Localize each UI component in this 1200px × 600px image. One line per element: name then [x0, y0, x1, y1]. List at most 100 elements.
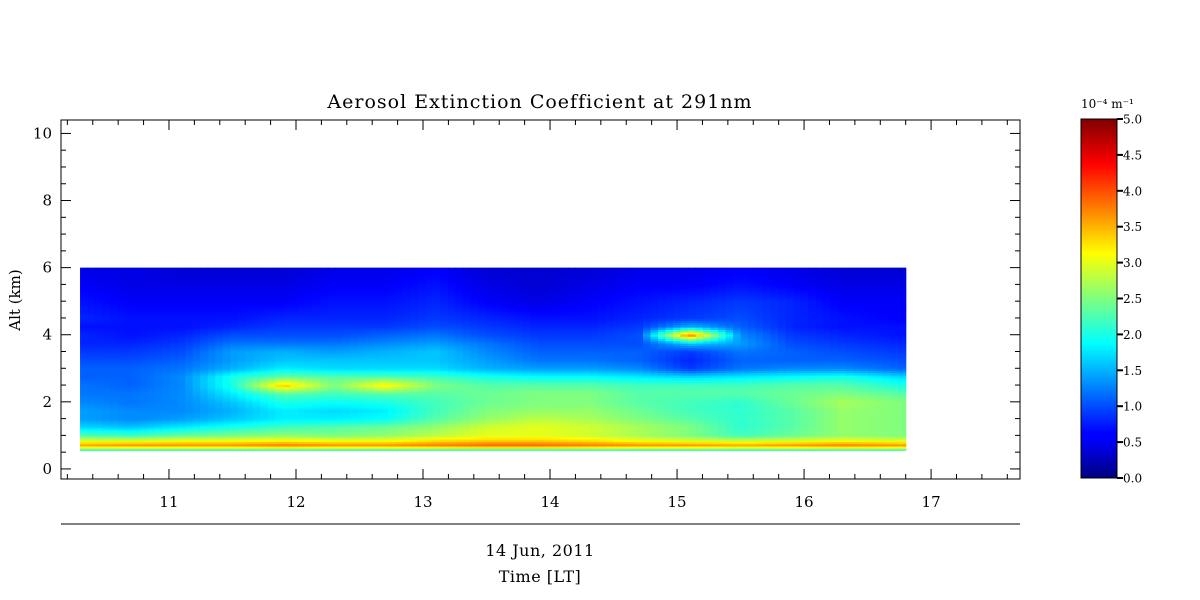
heatmap-cell: [545, 402, 554, 406]
heatmap-cell: [838, 384, 847, 388]
heatmap-cell: [793, 429, 802, 433]
heatmap-cell: [620, 361, 629, 365]
heatmap-cell: [185, 386, 194, 390]
heatmap-cell: [425, 411, 434, 415]
heatmap-cell: [80, 393, 89, 397]
heatmap-cell: [87, 347, 96, 351]
heatmap-cell: [102, 377, 111, 381]
heatmap-cell: [447, 347, 456, 351]
heatmap-cell: [462, 416, 471, 420]
heatmap-cell: [590, 411, 599, 415]
heatmap-cell: [823, 404, 832, 408]
heatmap-cell: [620, 436, 629, 440]
heatmap-cell: [545, 418, 554, 422]
heatmap-cell: [763, 436, 772, 440]
heatmap-cell: [635, 375, 644, 378]
heatmap-cell: [380, 434, 389, 438]
heatmap-cell: [132, 384, 141, 388]
heatmap-cell: [410, 407, 419, 410]
heatmap-cell: [402, 423, 411, 426]
heatmap-cell: [545, 443, 554, 447]
heatmap-cell: [245, 423, 254, 426]
heatmap-cell: [665, 434, 674, 438]
heatmap-cell: [177, 404, 186, 408]
heatmap-cell: [492, 359, 501, 362]
heatmap-cell: [305, 445, 314, 449]
heatmap-cell: [417, 379, 426, 383]
heatmap-cell: [485, 372, 494, 376]
heatmap-cell: [380, 395, 389, 399]
heatmap-cell: [507, 393, 516, 397]
heatmap-cell: [200, 352, 209, 356]
heatmap-cell: [425, 436, 434, 440]
heatmap-cell: [567, 395, 577, 399]
heatmap-cell: [402, 436, 411, 440]
heatmap-cell: [755, 381, 764, 385]
heatmap-cell: [815, 379, 824, 383]
heatmap-cell: [755, 377, 764, 381]
heatmap-cell: [673, 372, 682, 376]
heatmap-cell: [815, 448, 824, 452]
heatmap-cell: [823, 375, 832, 378]
heatmap-cell: [260, 436, 269, 440]
heatmap-cell: [875, 402, 884, 406]
heatmap-cell: [627, 434, 637, 438]
heatmap-cell: [620, 413, 629, 417]
heatmap-cell: [823, 413, 832, 417]
heatmap-cell: [110, 423, 119, 426]
heatmap-cell: [740, 395, 749, 399]
heatmap-cell: [883, 377, 892, 381]
heatmap-cell: [260, 395, 269, 399]
heatmap-cell: [410, 372, 419, 376]
heatmap-cell: [252, 420, 261, 424]
heatmap-cell: [875, 370, 884, 374]
heatmap-cell: [627, 354, 637, 358]
heatmap-cell: [688, 429, 697, 433]
heatmap-cell: [710, 363, 719, 367]
heatmap-cell: [245, 372, 254, 376]
heatmap-cell: [763, 441, 772, 445]
heatmap-cell: [853, 439, 862, 442]
heatmap-cell: [252, 391, 261, 394]
heatmap-cell: [132, 354, 141, 358]
heatmap-cell: [335, 345, 344, 349]
heatmap-cell: [417, 432, 426, 436]
heatmap-cell: [823, 427, 832, 431]
heatmap-cell: [883, 416, 892, 420]
heatmap-cell: [260, 402, 269, 406]
heatmap-cell: [200, 429, 209, 433]
heatmap-cell: [372, 365, 381, 369]
heatmap-cell: [455, 400, 464, 404]
heatmap-cell: [222, 363, 231, 367]
heatmap-cell: [297, 427, 306, 431]
heatmap-cell: [447, 439, 456, 442]
heatmap-cell: [395, 416, 404, 420]
heatmap-cell: [350, 356, 359, 360]
heatmap-cell: [823, 372, 832, 376]
heatmap-cell: [763, 384, 772, 388]
heatmap-cell: [853, 429, 862, 433]
heatmap-cell: [612, 384, 622, 388]
heatmap-cell: [597, 439, 607, 442]
heatmap-cell: [177, 443, 186, 447]
heatmap-cell: [447, 436, 456, 440]
heatmap-cell: [688, 420, 697, 424]
heatmap-cell: [755, 397, 764, 401]
heatmap-cell: [357, 413, 366, 417]
heatmap-cell: [515, 445, 524, 449]
heatmap-cell: [425, 368, 434, 372]
heatmap-cell: [410, 345, 419, 349]
heatmap-cell: [823, 445, 832, 449]
heatmap-cell: [245, 365, 254, 369]
heatmap-cell: [402, 388, 411, 392]
heatmap-cell: [432, 434, 441, 438]
heatmap-cell: [222, 427, 231, 431]
heatmap-cell: [635, 402, 644, 406]
heatmap-cell: [740, 448, 749, 452]
heatmap-cell: [695, 352, 704, 356]
heatmap-cell: [853, 434, 862, 438]
heatmap-cell: [755, 434, 764, 438]
heatmap-cell: [147, 356, 156, 360]
heatmap-cell: [635, 416, 644, 420]
heatmap-cell: [552, 361, 562, 365]
